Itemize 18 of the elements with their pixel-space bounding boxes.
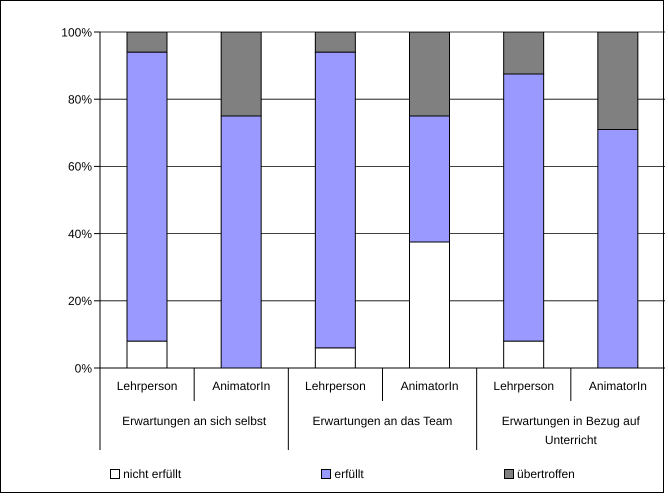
x-tick-label: Lehrperson bbox=[116, 379, 178, 393]
text: Erwartungen in Bezug auf Unterricht bbox=[500, 413, 641, 449]
legend-label: übertroffen bbox=[517, 467, 575, 481]
y-tick-label: 20% bbox=[68, 294, 92, 308]
text: Erwartungen an sich selbst bbox=[121, 413, 268, 430]
y-tick-label: 40% bbox=[68, 226, 92, 241]
text: Erwartungen an das Team bbox=[312, 413, 454, 430]
x-tick-label: Lehrperson bbox=[493, 379, 554, 393]
y-tick-label: 100% bbox=[61, 25, 92, 40]
x-tick-label: Lehrperson bbox=[305, 379, 366, 393]
y-tick-label: 80% bbox=[68, 92, 92, 106]
legend-label: erfüllt bbox=[334, 467, 364, 481]
legend-label: nicht erfüllt bbox=[123, 467, 182, 481]
x-tick-label: AnimatorIn bbox=[212, 379, 270, 393]
x-tick-label: AnimatorIn bbox=[588, 379, 647, 393]
x-tick-label: AnimatorIn bbox=[400, 379, 459, 393]
y-tick-label: 0% bbox=[74, 361, 92, 376]
y-tick-label: 60% bbox=[68, 160, 92, 174]
